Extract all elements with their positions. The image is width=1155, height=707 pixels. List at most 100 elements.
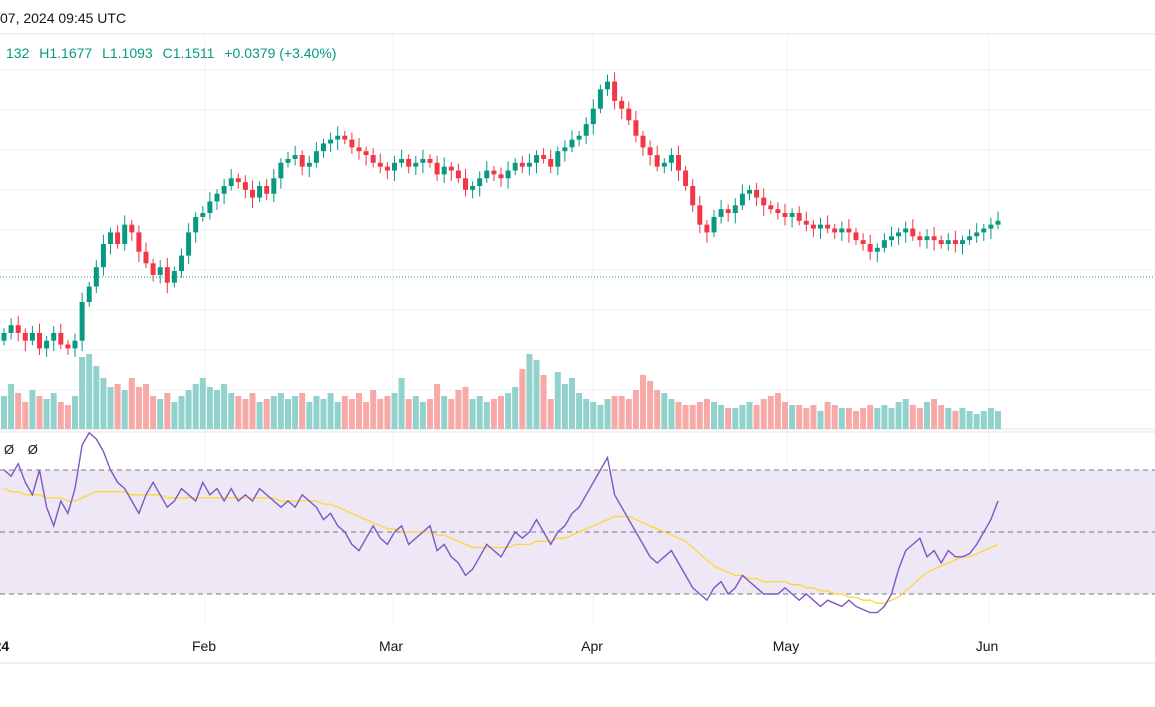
candle: [257, 186, 263, 198]
candle: [1, 332, 7, 341]
volume-bar: [384, 396, 391, 429]
volume-bar: [647, 381, 654, 429]
candle: [725, 209, 731, 214]
x-tick-label: Jun: [975, 638, 999, 654]
volume-bar: [547, 399, 554, 429]
candle: [328, 139, 334, 144]
volume-bar: [270, 396, 277, 429]
candle: [214, 193, 220, 202]
volume-bar: [164, 393, 171, 429]
volume-bar: [483, 402, 490, 429]
candle: [285, 158, 291, 163]
candle: [903, 228, 909, 233]
volume-bar: [853, 411, 859, 429]
candle: [406, 158, 412, 167]
volume-bar: [916, 408, 923, 429]
volume-bar: [924, 402, 930, 429]
candle: [889, 236, 894, 241]
volume-bar: [185, 390, 192, 429]
candle: [150, 263, 156, 275]
volume-bar: [490, 399, 497, 429]
volume-bar: [50, 393, 57, 429]
candle: [796, 213, 802, 221]
candle: [661, 162, 667, 167]
volume-bar: [561, 384, 568, 429]
volume-bar: [817, 411, 824, 429]
volume-bar: [753, 405, 760, 429]
candle: [697, 205, 703, 225]
candle: [463, 178, 468, 190]
candle: [896, 232, 902, 237]
volume-bar: [306, 402, 313, 429]
volume-bar: [263, 399, 270, 429]
candle: [676, 155, 681, 171]
volume-bar: [192, 384, 199, 429]
candle: [157, 267, 163, 275]
candle: [739, 193, 745, 206]
volume-bar: [107, 387, 114, 429]
volume-bar: [625, 399, 632, 429]
volume-bar: [718, 405, 725, 429]
volume-bar: [810, 405, 817, 429]
candle: [292, 155, 298, 159]
candle: [363, 151, 369, 156]
candle: [747, 189, 752, 194]
volume-bar: [455, 390, 462, 429]
volume-bar: [980, 411, 987, 429]
candle: [867, 244, 873, 252]
candle: [399, 158, 405, 163]
candle: [136, 232, 142, 252]
candle: [321, 143, 326, 152]
candle: [242, 182, 248, 190]
candle: [917, 236, 923, 241]
x-tick-label: 2024: [0, 638, 10, 654]
candle: [72, 340, 78, 349]
open-value: 132: [6, 45, 30, 61]
candle: [299, 155, 305, 167]
volume-bar: [533, 360, 540, 429]
volume-bar: [36, 396, 43, 429]
volume-bar: [100, 378, 107, 429]
volume-bar: [43, 399, 50, 429]
volume-bar: [746, 402, 753, 429]
volume-bar: [654, 390, 661, 429]
volume-bar: [363, 402, 370, 429]
candle: [22, 332, 28, 341]
rsi-ma-line: [3, 488, 999, 604]
candle: [58, 332, 64, 345]
candle: [938, 240, 944, 244]
volume-bar: [427, 399, 433, 429]
candle: [512, 162, 518, 171]
volume-bar: [1, 396, 7, 429]
volume-bar: [696, 402, 703, 429]
volume-bar: [327, 393, 334, 429]
candle: [640, 135, 646, 148]
volume-bar: [618, 396, 625, 429]
candle: [683, 170, 689, 186]
volume-bar: [320, 399, 327, 429]
rsi-value: Ø: [4, 442, 15, 457]
volume-bar: [711, 402, 717, 429]
volume-bar: [611, 396, 618, 429]
candle: [583, 124, 589, 136]
volume-bar: [462, 387, 469, 429]
volume-bar: [597, 405, 604, 429]
volume-bar: [398, 378, 405, 429]
candle: [839, 228, 845, 233]
ohlc-legend: 132 H1.1677 L1.1093 C1.1511 +0.0379 (+3.…: [6, 45, 342, 61]
volume-bar: [845, 408, 852, 429]
volume-bar: [682, 405, 689, 429]
volume-bar: [703, 399, 710, 429]
candle: [789, 213, 795, 217]
candle: [484, 170, 490, 179]
candle: [654, 155, 660, 167]
volume-bar: [632, 390, 639, 429]
volume-bar: [256, 402, 263, 429]
volume-bar: [8, 384, 15, 429]
candle: [853, 232, 859, 241]
volume-bar: [285, 399, 291, 429]
candle: [122, 224, 128, 244]
candle: [498, 174, 504, 179]
volume-bar: [221, 384, 228, 429]
